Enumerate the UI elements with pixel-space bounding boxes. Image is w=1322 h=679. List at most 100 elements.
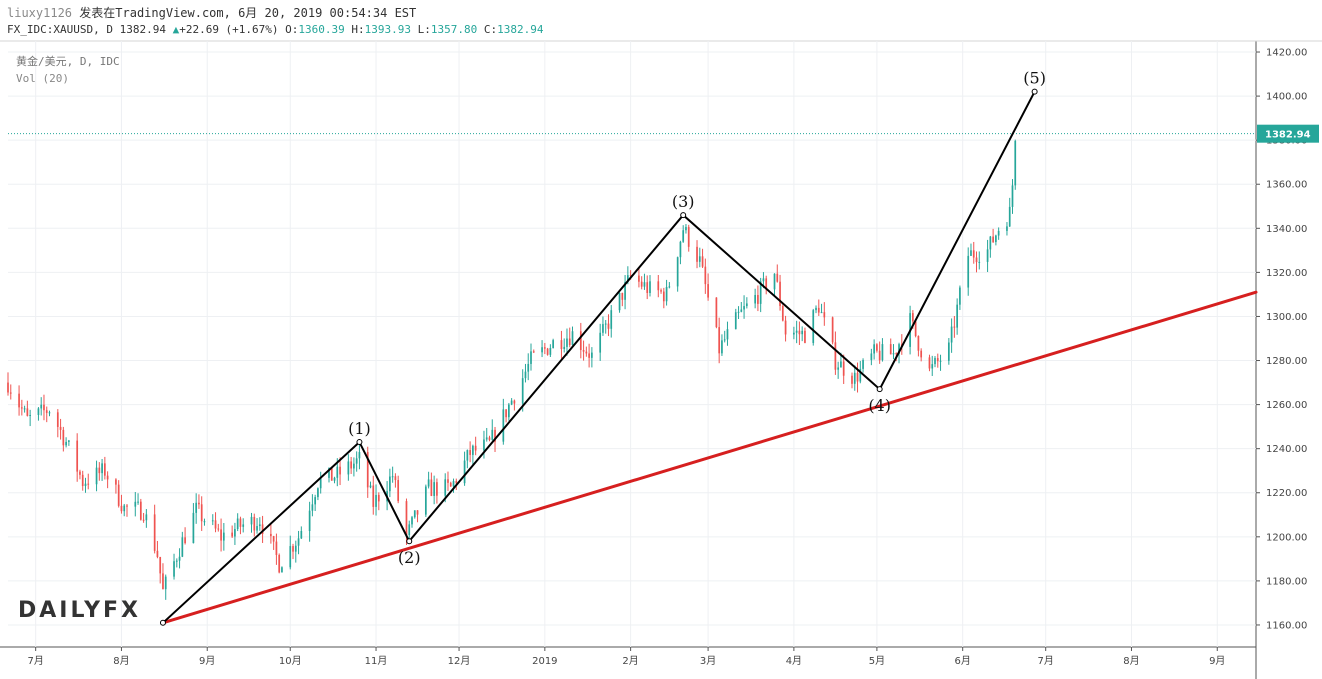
volume-legend[interactable]: Vol (20) — [16, 72, 69, 85]
candle-up — [859, 368, 862, 382]
candle-up — [604, 323, 607, 325]
candle-down — [330, 468, 333, 481]
candle-up — [549, 347, 552, 355]
candle-down — [798, 330, 801, 335]
candle-up — [986, 249, 989, 262]
candle-down — [543, 347, 546, 349]
candle-up — [947, 342, 950, 361]
candle-down — [430, 479, 433, 496]
y-tick-label: 1360.00 — [1266, 180, 1307, 191]
candle-up — [740, 309, 743, 312]
candle-down — [81, 474, 84, 487]
candle-down — [953, 326, 956, 328]
candle-down — [220, 529, 222, 541]
candle-down — [76, 440, 79, 472]
candle-up — [101, 463, 103, 474]
candle-down — [687, 227, 690, 247]
candle-up — [134, 501, 137, 507]
candle-up — [840, 361, 842, 368]
low-label: L: — [417, 23, 431, 36]
candle-up — [626, 275, 629, 282]
series-legend[interactable]: 黄金/美元, D, IDC — [16, 55, 120, 68]
candle-up — [853, 372, 856, 384]
candle-up — [319, 477, 322, 489]
y-tick-label: 1180.00 — [1266, 576, 1307, 587]
candle-up — [754, 294, 756, 304]
candle-up — [1006, 226, 1008, 231]
candle-up — [328, 468, 330, 478]
candle-down — [607, 323, 610, 329]
candle-up — [236, 518, 239, 529]
candle-up — [37, 408, 40, 416]
candle-down — [200, 504, 203, 522]
candle-up — [300, 530, 303, 539]
candle-up — [950, 326, 953, 343]
candle-up — [997, 230, 1000, 236]
candle-up — [931, 364, 934, 369]
candle-up — [668, 286, 671, 288]
candle-up — [743, 306, 745, 310]
candle-up — [463, 460, 466, 484]
candle-down — [546, 348, 549, 355]
candle-up — [602, 324, 604, 333]
candle-down — [585, 351, 588, 354]
candle-up — [427, 479, 430, 487]
wave-label: (1) — [348, 419, 371, 438]
candle-up — [624, 281, 626, 300]
candle-up — [389, 476, 391, 492]
up-triangle-icon: ▲ — [172, 23, 180, 36]
candle-down — [621, 292, 624, 300]
candle-down — [59, 426, 62, 430]
candle-down — [142, 519, 145, 521]
candle-up — [665, 286, 668, 302]
author-name[interactable]: liuxy1126 — [7, 6, 73, 20]
x-tick-label: 4月 — [786, 655, 802, 667]
candle-up — [485, 437, 488, 440]
candle-down — [217, 528, 220, 530]
candle-down — [416, 510, 419, 515]
candle-down — [366, 452, 369, 488]
candle-up — [347, 461, 350, 475]
candle-up — [413, 510, 416, 518]
candle-up — [726, 329, 729, 340]
candle-up — [1011, 185, 1014, 207]
candle-up — [676, 257, 679, 287]
y-tick-label: 1300.00 — [1266, 312, 1307, 323]
x-tick-label: 2019 — [532, 656, 557, 667]
candle-up — [234, 528, 236, 537]
candle-up — [649, 281, 651, 293]
candle-up — [643, 282, 646, 287]
candle-up — [870, 353, 873, 361]
candle-up — [745, 303, 748, 307]
candle-up — [358, 452, 361, 459]
candle-up — [967, 255, 970, 288]
candle-down — [834, 342, 837, 370]
candle-down — [851, 375, 853, 384]
x-tick-label: 8月 — [113, 655, 129, 667]
candle-down — [377, 494, 380, 502]
candle-down — [784, 320, 787, 335]
candle-up — [815, 307, 817, 311]
candle-up — [294, 545, 297, 552]
candle-up — [192, 512, 195, 544]
candle-down — [889, 344, 892, 355]
candle-down — [270, 533, 272, 537]
high-label: H: — [351, 23, 365, 36]
candle-up — [970, 250, 972, 256]
candle-down — [582, 350, 585, 352]
candle-down — [765, 278, 768, 290]
candle-up — [679, 241, 682, 258]
candle-down — [629, 275, 632, 277]
candle-down — [447, 479, 449, 483]
candle-up — [258, 524, 261, 527]
wave-label: (2) — [398, 548, 421, 567]
candle-up — [164, 576, 167, 590]
candle-up — [48, 412, 51, 414]
candle-up — [795, 330, 798, 333]
candle-up — [989, 236, 992, 250]
candle-up — [40, 404, 43, 409]
candle-up — [452, 481, 455, 487]
candle-up — [84, 483, 87, 487]
